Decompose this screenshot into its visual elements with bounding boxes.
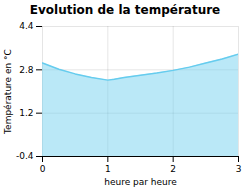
svg-text:1.2: 1.2 — [19, 108, 33, 118]
svg-text:0: 0 — [40, 164, 46, 174]
svg-text:2: 2 — [170, 164, 176, 174]
svg-text:1: 1 — [105, 164, 111, 174]
svg-text:3: 3 — [236, 164, 242, 174]
svg-text:2.8: 2.8 — [19, 65, 34, 75]
svg-text:Température en °C: Température en °C — [3, 49, 13, 135]
svg-text:-0.4: -0.4 — [16, 151, 34, 161]
html-text:Evolution de la température: Evolution de la température — [29, 3, 221, 17]
svg-text:heure par heure: heure par heure — [104, 177, 177, 187]
svg-text:4.4: 4.4 — [19, 21, 34, 31]
